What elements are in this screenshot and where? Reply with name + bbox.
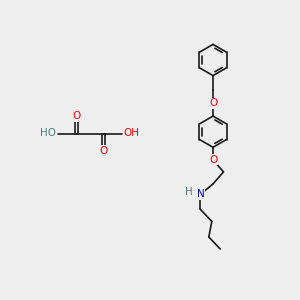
Text: O: O	[72, 111, 81, 121]
Text: H: H	[185, 187, 193, 197]
Text: OH: OH	[124, 128, 140, 139]
Text: O: O	[209, 98, 217, 109]
Text: N: N	[196, 189, 204, 200]
Text: O: O	[209, 155, 217, 165]
Text: O: O	[99, 146, 108, 156]
Text: HO: HO	[40, 128, 56, 139]
